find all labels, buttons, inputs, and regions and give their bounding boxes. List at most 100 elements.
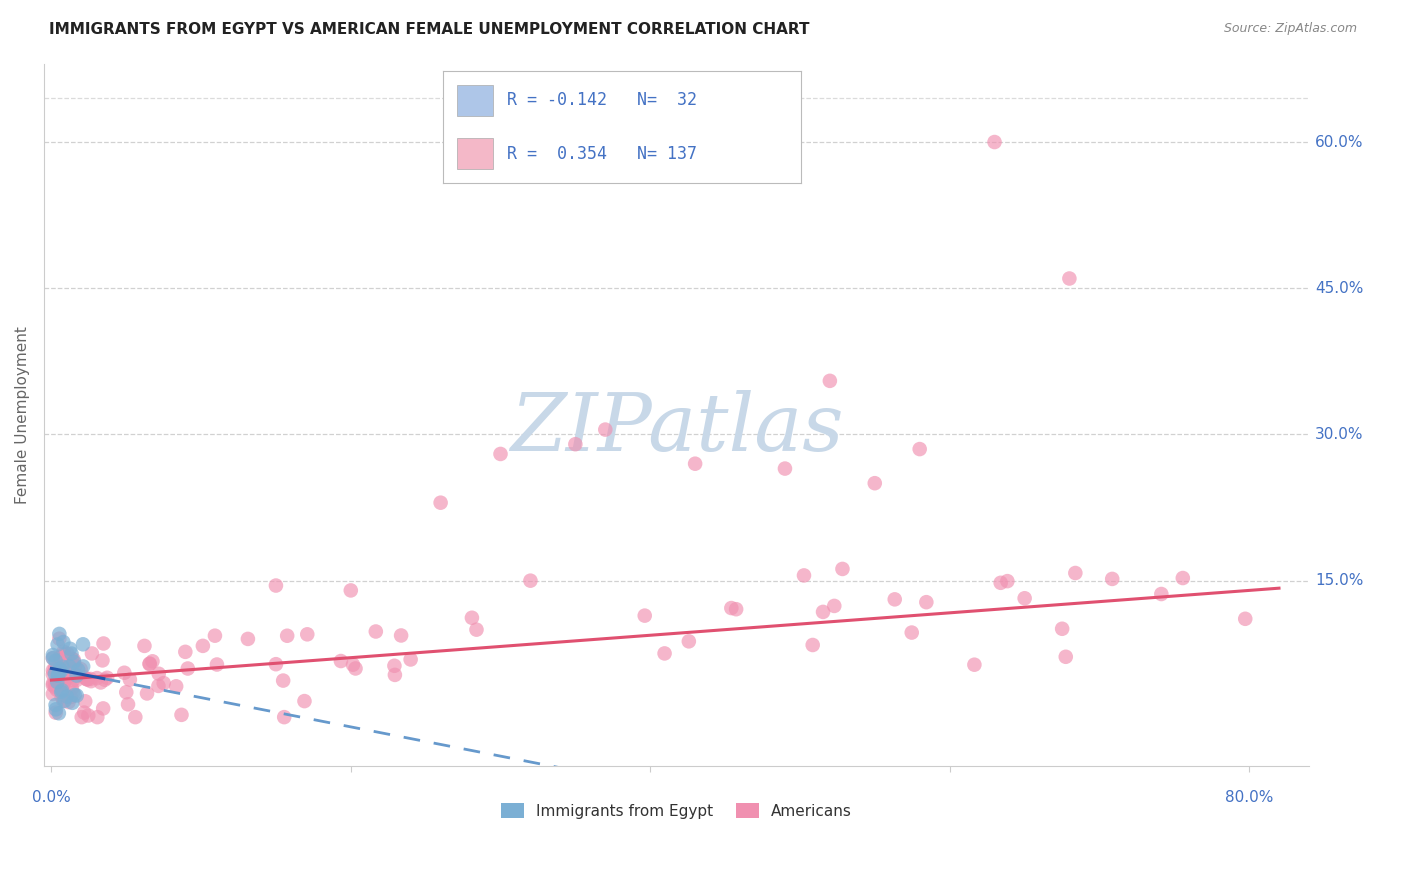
Point (489, 447, 512, 461)
Point (42, 651, 65, 665)
Point (118, 673, 141, 687)
Text: 80.0%: 80.0% (1225, 790, 1274, 805)
Text: Source: ZipAtlas.com: Source: ZipAtlas.com (1223, 22, 1357, 36)
Point (1050, 622, 1073, 636)
Point (134, 639, 156, 653)
Point (79, 672, 101, 686)
Point (823, 599, 845, 613)
Point (52, 677, 75, 691)
Text: R =  0.354   N= 137: R = 0.354 N= 137 (508, 145, 697, 163)
Point (59, 665, 82, 680)
Point (96, 671, 118, 685)
Point (429, 496, 451, 510)
Point (94, 673, 117, 687)
Point (191, 639, 214, 653)
Point (52, 647, 75, 661)
Point (59, 690, 82, 704)
Point (46, 668, 69, 682)
Point (67, 663, 90, 677)
Point (264, 657, 287, 672)
Point (384, 668, 406, 682)
Point (725, 602, 748, 616)
Point (60, 651, 83, 665)
Point (654, 647, 676, 661)
Point (634, 608, 657, 623)
Point (45, 698, 67, 712)
Point (793, 568, 815, 582)
Text: 30.0%: 30.0% (1315, 427, 1364, 442)
Point (70, 710, 93, 724)
Point (93, 636, 115, 650)
Point (389, 628, 412, 642)
Point (75, 694, 97, 708)
Point (863, 476, 886, 491)
Point (69, 662, 91, 676)
Point (51, 654, 73, 668)
Point (138, 657, 160, 671)
Point (59, 641, 82, 656)
Point (49, 664, 72, 678)
Point (995, 574, 1018, 588)
Point (46, 638, 69, 652)
Point (204, 629, 226, 643)
Point (983, 135, 1005, 149)
Point (53, 648, 76, 663)
Point (595, 423, 617, 437)
Point (72, 637, 94, 651)
Point (117, 698, 139, 712)
Point (811, 605, 834, 619)
Point (76, 673, 98, 687)
Point (564, 437, 586, 451)
Point (56, 690, 79, 704)
Point (49, 650, 72, 665)
Point (465, 623, 488, 637)
Point (339, 583, 361, 598)
Point (77, 708, 100, 723)
Point (45, 702, 67, 716)
Point (344, 661, 367, 675)
Point (170, 707, 193, 722)
Point (46, 668, 69, 682)
Point (73, 670, 96, 684)
Point (52, 635, 75, 649)
Point (364, 624, 387, 639)
Point (818, 374, 841, 388)
Point (831, 562, 853, 576)
Point (273, 710, 295, 724)
Point (174, 645, 197, 659)
Point (294, 694, 316, 708)
Point (49, 650, 72, 665)
Point (51, 674, 73, 689)
Text: 60.0%: 60.0% (1315, 135, 1364, 150)
Point (80, 674, 103, 689)
Point (52, 677, 75, 691)
Point (900, 625, 922, 640)
Point (683, 457, 706, 471)
Point (58, 695, 80, 709)
Point (1101, 572, 1123, 586)
Point (63, 655, 86, 669)
Point (46, 675, 69, 690)
Point (42, 676, 65, 690)
Point (86, 671, 108, 685)
Point (963, 657, 986, 672)
Point (205, 657, 228, 672)
Point (51, 690, 73, 704)
Point (66, 673, 89, 687)
Point (342, 657, 364, 672)
Point (112, 665, 135, 680)
Point (60, 696, 83, 710)
Bar (457, 138, 494, 169)
Point (53, 673, 76, 687)
Point (52, 645, 75, 659)
Point (91, 701, 114, 715)
Point (66, 689, 89, 703)
Point (42, 648, 65, 662)
Point (63, 658, 86, 673)
Point (720, 601, 742, 615)
Point (1171, 571, 1194, 585)
Point (51, 653, 73, 667)
Text: 0.0%: 0.0% (32, 790, 70, 805)
Point (44, 667, 66, 681)
Point (44, 662, 66, 676)
